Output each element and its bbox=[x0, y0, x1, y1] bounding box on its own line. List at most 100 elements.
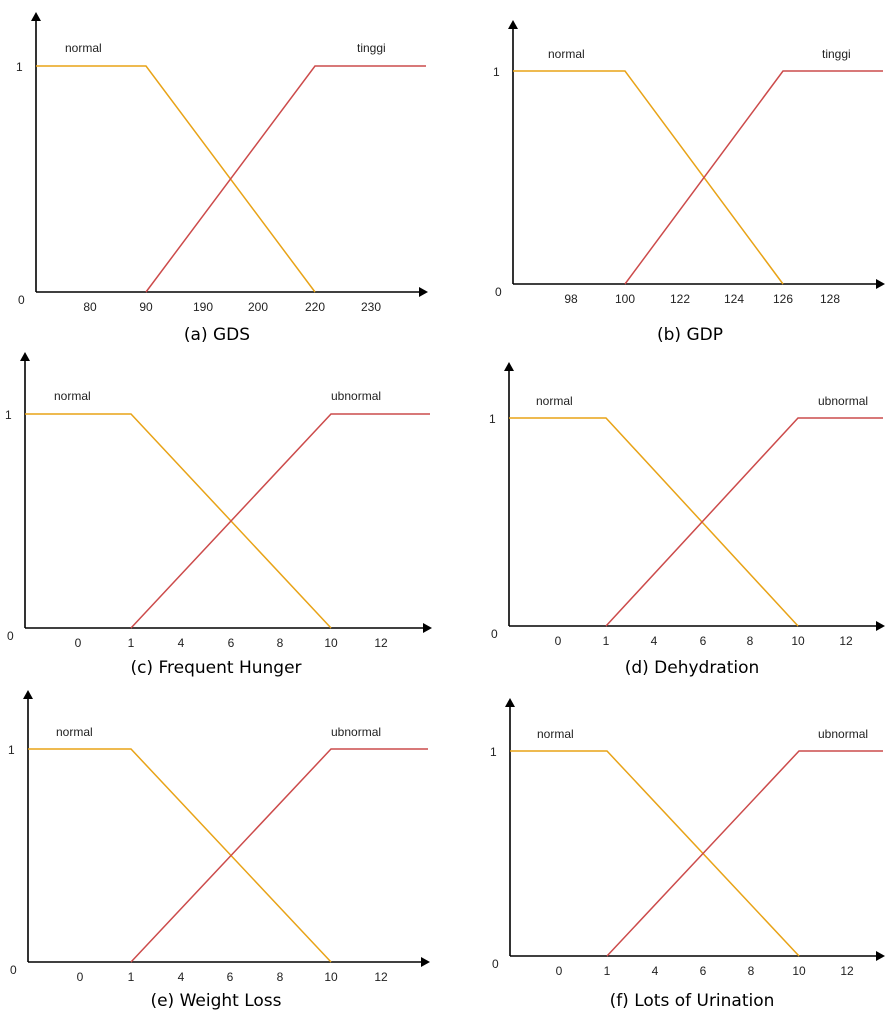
chart-caption: (b) GDP bbox=[657, 325, 723, 345]
series-label-normal: normal bbox=[537, 727, 574, 741]
y-tick-label-0: 0 bbox=[495, 285, 502, 299]
x-tick-label: 4 bbox=[651, 634, 658, 648]
y-tick-label-1: 1 bbox=[493, 65, 500, 79]
x-tick-label: 10 bbox=[792, 964, 806, 978]
x-tick-label: 1 bbox=[603, 634, 610, 648]
series-line-normal bbox=[36, 65, 316, 293]
x-tick-label: 126 bbox=[773, 292, 793, 306]
x-tick-label: 80 bbox=[83, 300, 97, 314]
x-tick-label: 98 bbox=[564, 292, 578, 306]
x-tick-label: 6 bbox=[700, 964, 707, 978]
x-tick-label: 124 bbox=[724, 292, 744, 306]
chart-caption: (c) Frequent Hunger bbox=[130, 658, 301, 678]
x-tick-label: 6 bbox=[700, 634, 707, 648]
series-label-ubnormal: ubnormal bbox=[331, 725, 381, 739]
series-line-ubnormal bbox=[605, 417, 883, 627]
x-tick-label: 10 bbox=[324, 970, 338, 984]
x-tick-label: 200 bbox=[248, 300, 268, 314]
x-tick-label: 100 bbox=[615, 292, 635, 306]
x-tick-label: 12 bbox=[840, 964, 854, 978]
y-tick-label-0: 0 bbox=[491, 627, 498, 641]
x-tick-label: 8 bbox=[277, 636, 284, 650]
y-tick-label-0: 0 bbox=[18, 293, 25, 307]
y-tick-label-1: 1 bbox=[8, 743, 15, 757]
series-label-normal: normal bbox=[65, 41, 102, 55]
y-tick-label-1: 1 bbox=[489, 412, 496, 426]
y-axis-arrow bbox=[31, 12, 41, 21]
series-line-normal bbox=[509, 417, 799, 627]
x-tick-label: 12 bbox=[374, 970, 388, 984]
x-tick-label: 90 bbox=[139, 300, 153, 314]
series-line-normal bbox=[25, 413, 332, 629]
x-axis-arrow bbox=[423, 623, 432, 633]
y-axis-arrow bbox=[23, 690, 33, 699]
series-line-tinggi bbox=[145, 65, 426, 293]
series-line-ubnormal bbox=[130, 413, 430, 629]
x-tick-label: 8 bbox=[277, 970, 284, 984]
x-tick-label: 4 bbox=[178, 970, 185, 984]
chart-panel-1: 0 1 80 90 190 200 220 230 normal tinggi (a) GDS bbox=[16, 12, 428, 345]
x-tick-label: 6 bbox=[228, 636, 235, 650]
y-tick-label-0: 0 bbox=[10, 963, 17, 977]
x-tick-label: 12 bbox=[374, 636, 388, 650]
y-tick-label-1: 1 bbox=[16, 60, 23, 74]
x-tick-label: 1 bbox=[604, 964, 611, 978]
series-line-ubnormal bbox=[606, 750, 883, 957]
series-label-ubnormal: ubnormal bbox=[818, 394, 868, 408]
x-tick-label: 6 bbox=[227, 970, 234, 984]
y-tick-label-0: 0 bbox=[7, 629, 14, 643]
x-tick-label: 0 bbox=[77, 970, 84, 984]
y-axis-arrow bbox=[505, 698, 515, 707]
series-label-tinggi: tinggi bbox=[822, 47, 851, 61]
series-line-tinggi bbox=[624, 70, 883, 285]
x-tick-label: 128 bbox=[820, 292, 840, 306]
x-tick-label: 10 bbox=[791, 634, 805, 648]
x-tick-label: 230 bbox=[361, 300, 381, 314]
x-tick-label: 1 bbox=[128, 970, 135, 984]
x-tick-label: 10 bbox=[324, 636, 338, 650]
x-tick-label: 4 bbox=[178, 636, 185, 650]
chart-caption: (a) GDS bbox=[184, 325, 250, 345]
x-tick-label: 190 bbox=[193, 300, 213, 314]
chart-caption: (e) Weight Loss bbox=[150, 991, 281, 1011]
x-tick-label: 0 bbox=[555, 634, 562, 648]
series-label-normal: normal bbox=[54, 389, 91, 403]
series-line-normal bbox=[513, 70, 784, 285]
x-tick-label: 8 bbox=[748, 964, 755, 978]
y-axis-arrow bbox=[508, 20, 518, 29]
y-tick-label-1: 1 bbox=[5, 408, 12, 422]
series-line-ubnormal bbox=[130, 748, 428, 963]
x-axis-arrow bbox=[876, 279, 885, 289]
x-tick-label: 0 bbox=[75, 636, 82, 650]
x-tick-label: 8 bbox=[747, 634, 754, 648]
x-axis-arrow bbox=[876, 621, 885, 631]
series-label-ubnormal: ubnormal bbox=[818, 727, 868, 741]
y-tick-label-0: 0 bbox=[492, 957, 499, 971]
x-axis-arrow bbox=[876, 951, 885, 961]
series-label-normal: normal bbox=[56, 725, 93, 739]
x-tick-label: 12 bbox=[839, 634, 853, 648]
series-label-normal: normal bbox=[536, 394, 573, 408]
chart-caption: (f) Lots of Urination bbox=[610, 991, 775, 1011]
series-label-ubnormal: ubnormal bbox=[331, 389, 381, 403]
x-tick-label: 4 bbox=[652, 964, 659, 978]
series-line-normal bbox=[28, 748, 332, 963]
series-label-normal: normal bbox=[548, 47, 585, 61]
x-axis-arrow bbox=[421, 957, 430, 967]
chart-panel-2: 0 1 98 100 122 124 126 128 normal tinggi (b) GDP bbox=[493, 20, 885, 345]
x-tick-label: 220 bbox=[305, 300, 325, 314]
series-label-tinggi: tinggi bbox=[357, 41, 386, 55]
series-line-normal bbox=[510, 750, 800, 957]
x-tick-label: 122 bbox=[670, 292, 690, 306]
x-axis-arrow bbox=[419, 287, 428, 297]
x-tick-label: 1 bbox=[128, 636, 135, 650]
y-tick-label-1: 1 bbox=[490, 745, 497, 759]
y-axis-arrow bbox=[504, 362, 514, 371]
chart-caption: (d) Dehydration bbox=[625, 658, 760, 678]
x-tick-label: 0 bbox=[556, 964, 563, 978]
y-axis-arrow bbox=[20, 352, 30, 361]
